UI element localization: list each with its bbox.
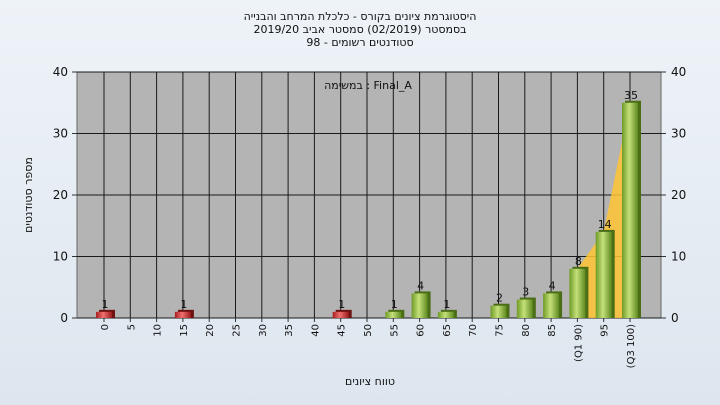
y-tick-label-right: 20 [671, 188, 686, 202]
bar [332, 311, 349, 318]
bar [543, 293, 560, 318]
x-tick-label: 20 [205, 324, 216, 337]
bar [174, 311, 191, 318]
bar [437, 311, 454, 318]
data-label: 1 [443, 298, 450, 311]
bar [411, 293, 428, 318]
x-tick-label: 45 [337, 324, 348, 337]
data-label: 4 [417, 279, 424, 292]
bar [385, 311, 402, 318]
data-label: 35 [624, 89, 638, 102]
axis-layer: 0 0 10 10 20 20 30 30 40 40 0 5 10 15 20 25 30 35 40 45 50 55… [53, 65, 687, 368]
x-tick-label: 10 [153, 324, 164, 337]
y-tick-label-left: 10 [53, 250, 68, 264]
bar [595, 231, 612, 318]
data-label: 1 [338, 298, 345, 311]
quartile-highlight-area [577, 102, 630, 318]
x-tick-label: 70 [468, 324, 479, 337]
x-tick-label: 60 [416, 324, 427, 337]
x-tick-label: 95 [600, 324, 611, 337]
data-label: 14 [598, 218, 612, 231]
data-label: 8 [575, 255, 582, 268]
chart-title-line-1: היסטוגרמת ציונים בקורס - כלכלת המרחב והב… [243, 10, 477, 23]
data-label: 2 [496, 292, 503, 305]
bar-layer [96, 100, 641, 318]
x-tick-label: (Q3 100) [626, 324, 637, 368]
y-tick-label-right: 30 [671, 127, 686, 141]
x-tick-label: 85 [547, 324, 558, 337]
bar [96, 311, 112, 318]
y-tick-label-right: 40 [671, 65, 686, 79]
data-label: 1 [102, 298, 109, 311]
data-label: 3 [522, 286, 529, 299]
bar [569, 268, 586, 318]
chart-annotation: במשימה : Final_A [324, 79, 412, 92]
x-tick-label: 55 [389, 324, 400, 337]
x-tick-label: 30 [258, 324, 269, 337]
y-tick-label-right: 10 [671, 250, 686, 264]
bar [622, 102, 638, 318]
y-tick-label-right: 0 [671, 311, 679, 325]
data-label: 1 [391, 298, 398, 311]
x-tick-label: 35 [284, 324, 295, 337]
highlight-area-layer [577, 102, 630, 318]
y-tick-label-left: 0 [60, 311, 68, 325]
x-tick-label: 15 [179, 324, 190, 337]
x-tick-label: 50 [363, 324, 374, 337]
x-tick-label: 80 [521, 324, 532, 337]
x-tick-label: 25 [232, 324, 243, 337]
x-axis-label: טווח ציונים [345, 375, 395, 388]
y-axis-label: מספר סטודנטים [22, 157, 35, 233]
chart-title-line-3: סטודנטים רשומים - 98 [306, 36, 414, 49]
x-tick-label: 65 [442, 324, 453, 337]
x-tick-label: 5 [126, 324, 137, 330]
data-label: 4 [549, 279, 556, 292]
bar [516, 299, 533, 318]
y-tick-label-left: 40 [53, 65, 68, 79]
data-label: 1 [180, 298, 187, 311]
bar [490, 305, 507, 318]
x-tick-label: 40 [310, 324, 321, 337]
x-tick-label: 75 [495, 324, 506, 337]
x-tick-label: (Q1 90) [573, 324, 584, 362]
chart-title-line-2: בסמסטר (02/2019) סמסטר אביב 2019/20 [253, 23, 467, 36]
y-tick-label-left: 20 [53, 188, 68, 202]
y-tick-label-left: 30 [53, 127, 68, 141]
x-tick-label: 0 [100, 324, 111, 330]
